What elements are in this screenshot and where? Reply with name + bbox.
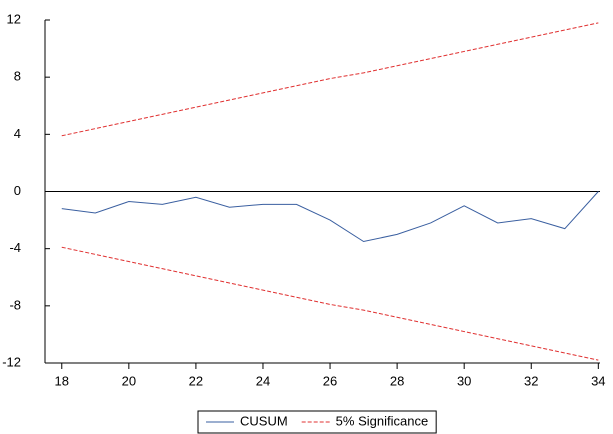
y-tick-label: -12 bbox=[2, 354, 21, 369]
x-tick-label: 34 bbox=[591, 373, 605, 388]
x-tick-label: 28 bbox=[390, 373, 404, 388]
series-line bbox=[61, 191, 599, 243]
series-line bbox=[61, 22, 599, 137]
x-tick-label: 22 bbox=[189, 373, 203, 388]
legend-label: CUSUM bbox=[240, 413, 288, 428]
y-tick-label: -4 bbox=[9, 240, 21, 255]
x-tick-label: 30 bbox=[457, 373, 471, 388]
x-tick-label: 26 bbox=[323, 373, 337, 388]
y-tick-label: 12 bbox=[7, 11, 21, 26]
x-tick-label: 18 bbox=[55, 373, 69, 388]
y-tick-label: -8 bbox=[9, 297, 21, 312]
x-tick-label: 24 bbox=[256, 373, 270, 388]
y-tick-label: 8 bbox=[14, 69, 21, 84]
x-tick-label: 32 bbox=[524, 373, 538, 388]
y-tick-label: 4 bbox=[14, 126, 21, 141]
x-tick-label: 20 bbox=[122, 373, 136, 388]
legend-label: 5% Significance bbox=[336, 413, 429, 428]
series-line bbox=[61, 246, 599, 361]
y-tick-label: 0 bbox=[14, 183, 21, 198]
legend: CUSUM 5% Significance bbox=[197, 410, 437, 434]
